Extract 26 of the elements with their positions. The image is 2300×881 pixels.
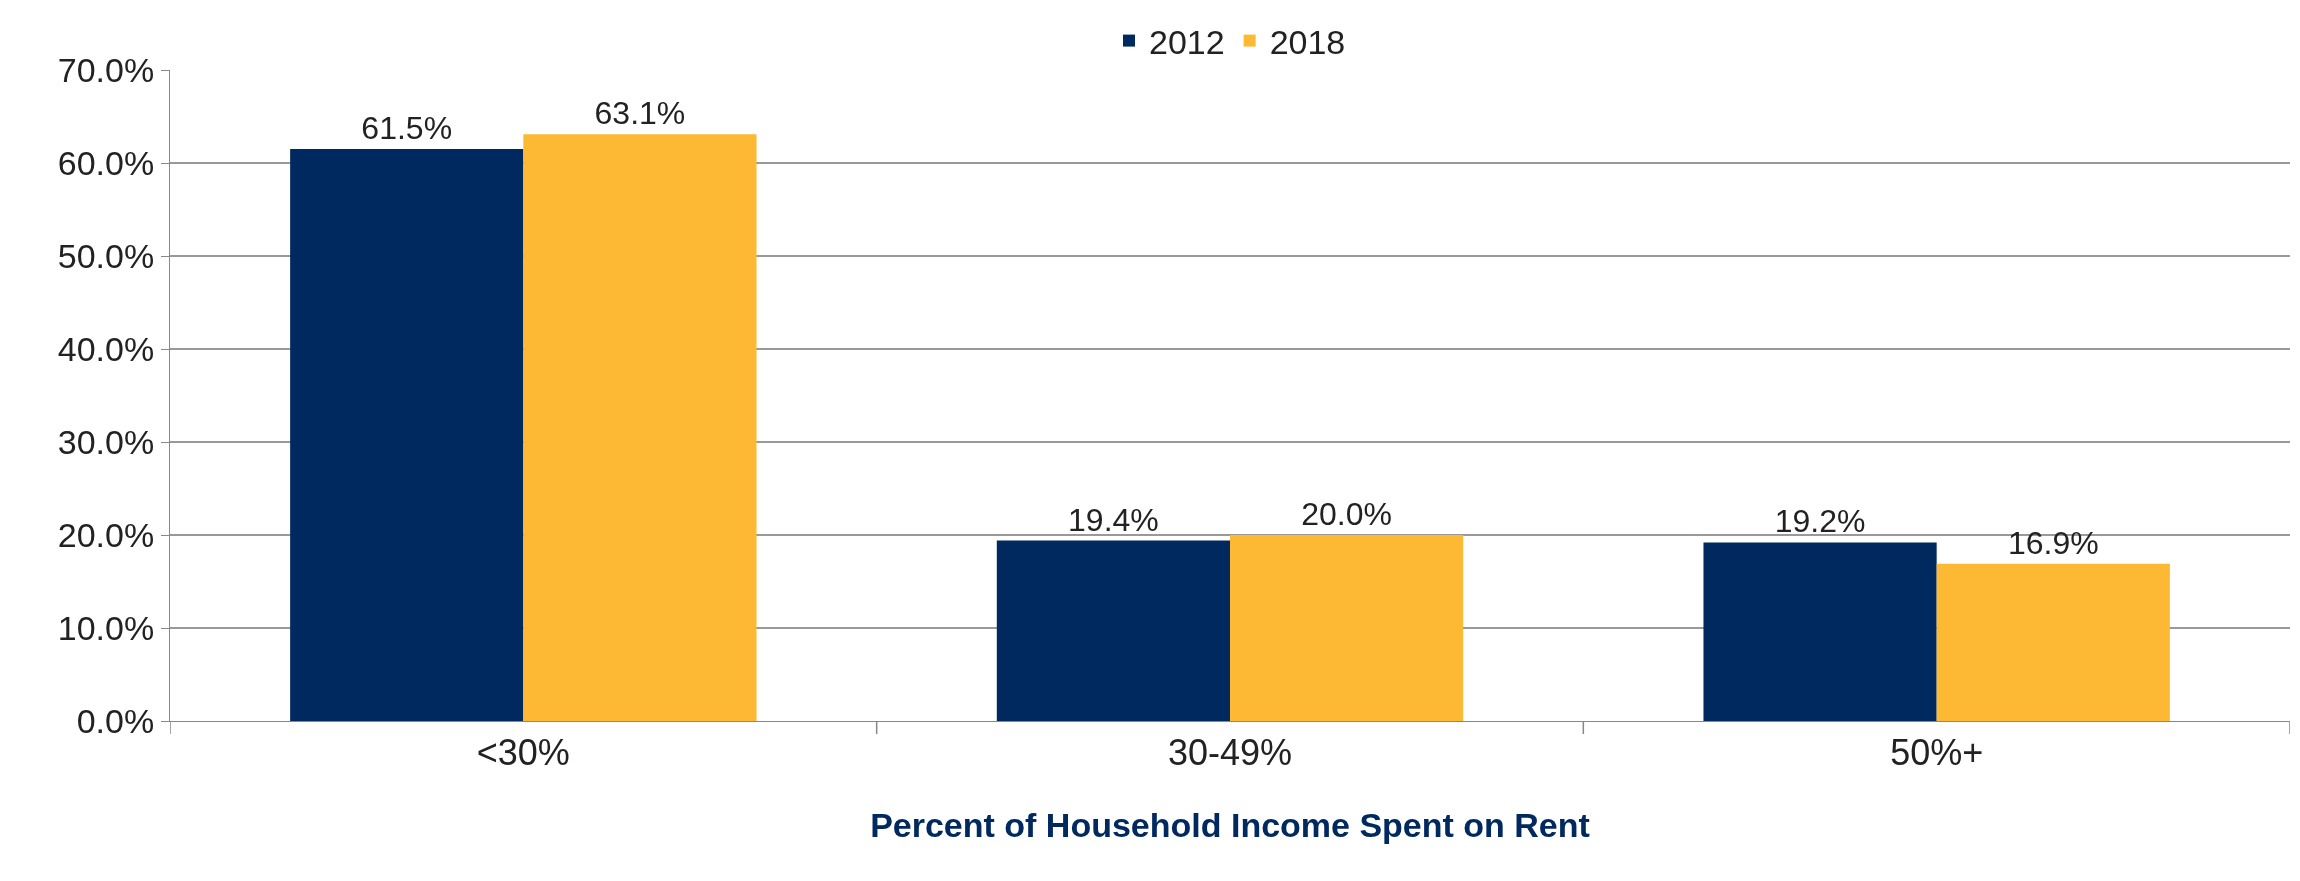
data-label: 16.9%	[2007, 524, 2099, 561]
y-tick-label: 70.0%	[57, 50, 155, 89]
data-label: 20.0%	[1301, 496, 1392, 532]
bar	[1703, 542, 1937, 721]
bar	[523, 134, 757, 721]
y-tick-label: 50.0%	[57, 236, 155, 275]
bar	[1936, 563, 2170, 721]
data-label: 19.4%	[1068, 501, 1159, 538]
bar	[1230, 535, 1464, 721]
x-axis-title: Percent of Household Income Spent on Rent	[870, 805, 1590, 844]
y-tick-label: 40.0%	[57, 329, 155, 368]
y-tick-label: 30.0%	[57, 422, 155, 461]
data-label: 63.1%	[594, 95, 686, 132]
x-tick-label: 50%+	[1890, 732, 1984, 774]
data-label: 61.5%	[361, 110, 453, 147]
x-tick-label: 30-49%	[1167, 732, 1293, 774]
bar	[290, 149, 524, 721]
legend-label: 2012	[1149, 22, 1225, 61]
x-tick-label: <30%	[476, 732, 570, 774]
data-label: 19.2%	[1774, 503, 1866, 540]
bar	[996, 540, 1230, 721]
y-tick-label: 20.0%	[57, 515, 155, 554]
y-tick-label: 0.0%	[76, 701, 155, 740]
y-tick-label: 60.0%	[57, 143, 155, 182]
legend-label: 2018	[1269, 22, 1346, 61]
y-tick-label: 10.0%	[57, 608, 155, 647]
